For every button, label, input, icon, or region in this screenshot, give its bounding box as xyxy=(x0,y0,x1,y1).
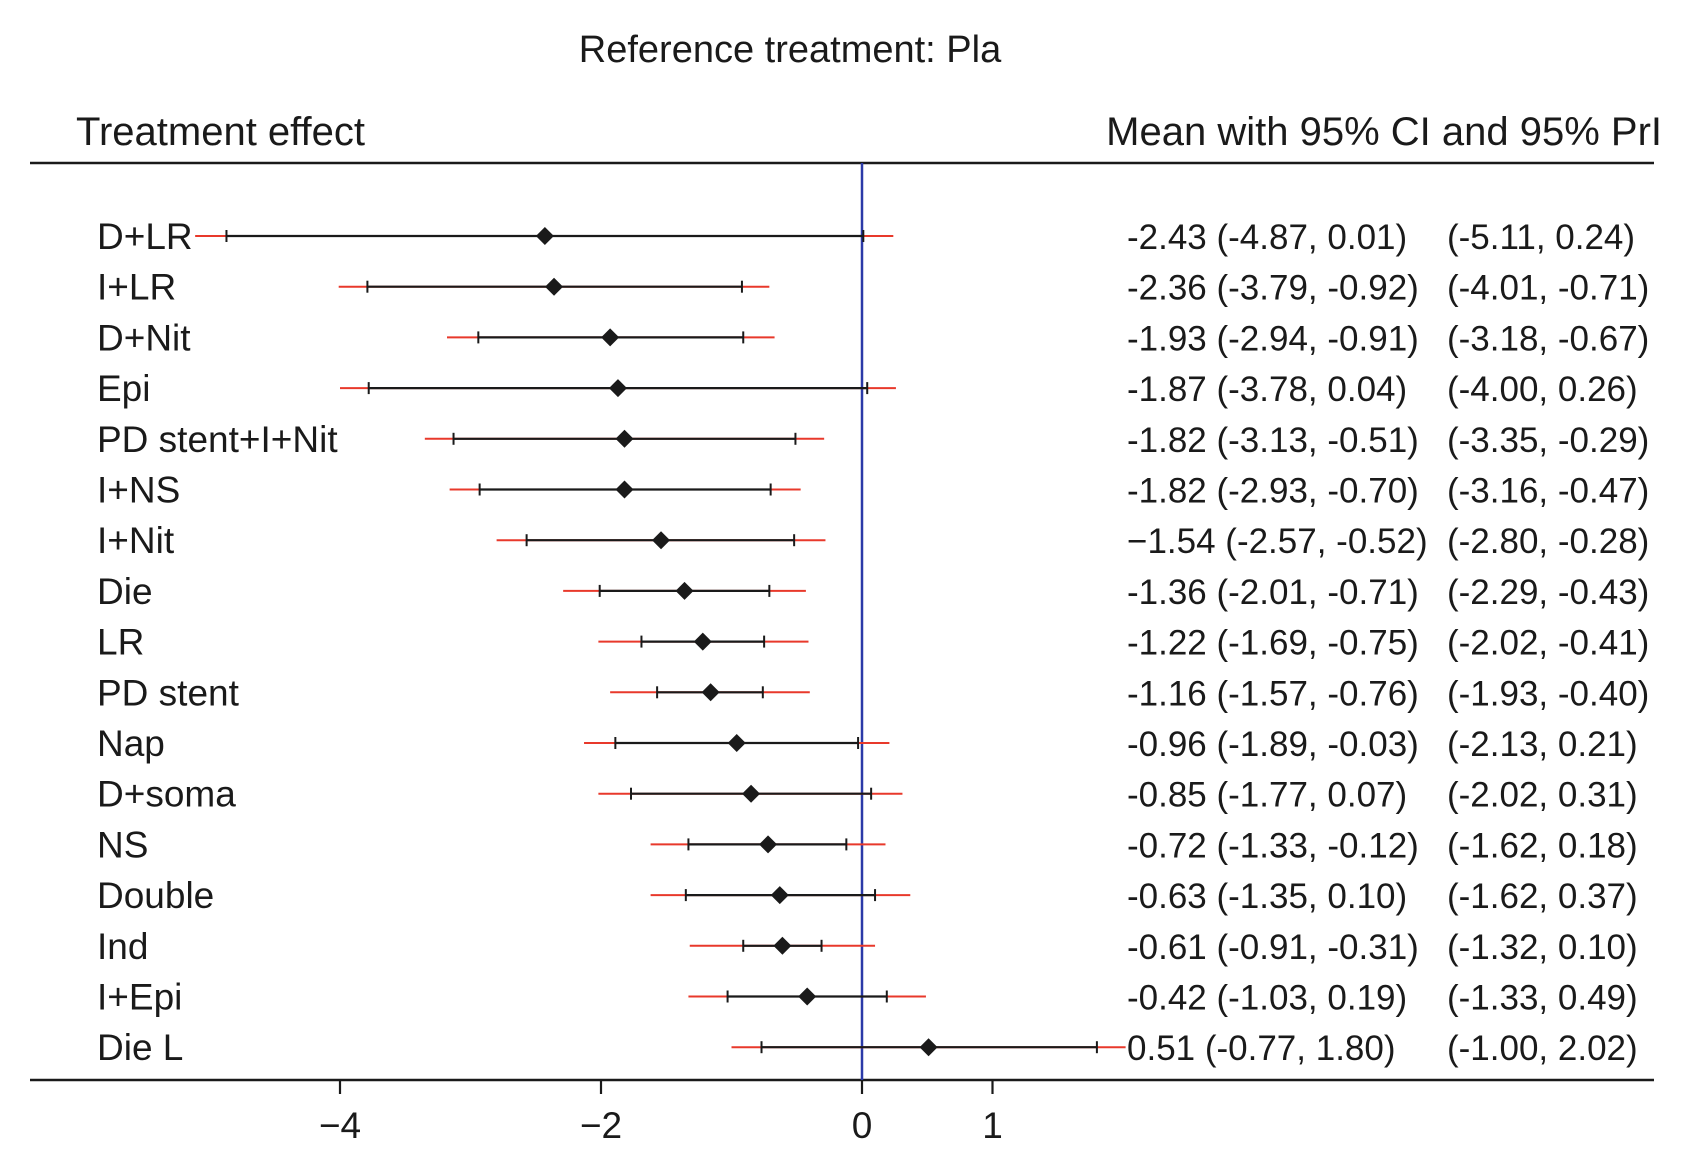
row-label: I+Epi xyxy=(97,977,182,1018)
pri-text: (-2.29, -0.43) xyxy=(1447,573,1649,612)
forest-row: NS -0.72 (-1.33, -0.12) (-1.62, 0.18) xyxy=(97,824,1638,865)
pri-text: (-2.02, 0.31) xyxy=(1447,776,1638,815)
x-tick-label: 0 xyxy=(852,1105,873,1146)
forest-row: Epi -1.87 (-3.78, 0.04) (-4.00, 0.26) xyxy=(97,368,1638,409)
pri-text: (-4.01, -0.71) xyxy=(1447,269,1649,308)
pri-text: (-1.62, 0.37) xyxy=(1447,877,1638,916)
pri-text: (-3.16, -0.47) xyxy=(1447,472,1649,511)
row-label: Die L xyxy=(97,1027,183,1068)
x-tick-label: −4 xyxy=(319,1105,361,1146)
mean-marker xyxy=(798,987,817,1006)
mean-marker xyxy=(615,429,634,448)
mean-marker xyxy=(770,886,789,905)
row-label: D+Nit xyxy=(97,317,191,358)
ci-text: -0.72 (-1.33, -0.12) xyxy=(1127,826,1419,865)
forest-row: I+LR -2.36 (-3.79, -0.92) (-4.01, -0.71) xyxy=(97,267,1649,308)
pri-text: (-1.33, 0.49) xyxy=(1447,979,1638,1018)
mean-marker xyxy=(727,734,746,752)
ci-text: -0.63 (-1.35, 0.10) xyxy=(1127,877,1407,916)
ci-text: -0.96 (-1.89, -0.03) xyxy=(1127,725,1419,764)
forest-row: I+NS -1.82 (-2.93, -0.70) (-3.16, -0.47) xyxy=(97,470,1649,511)
ci-text: -2.36 (-3.79, -0.92) xyxy=(1127,269,1419,308)
forest-row: I+Nit −1.54 (-2.57, -0.52) (-2.80, -0.28) xyxy=(97,520,1649,561)
right-column-header: Mean with 95% CI and 95% PrI xyxy=(1106,110,1662,154)
row-label: Epi xyxy=(97,368,150,409)
rows-group: D+LR -2.43 (-4.87, 0.01) (-5.11, 0.24) I+LR… xyxy=(97,163,1649,1080)
row-label: I+NS xyxy=(97,470,180,511)
row-label: Nap xyxy=(97,723,165,764)
row-label: D+LR xyxy=(97,216,193,257)
row-label: Double xyxy=(97,875,214,916)
mean-marker xyxy=(773,936,792,955)
x-tick-label: 1 xyxy=(982,1105,1003,1146)
forest-row: LR -1.22 (-1.69, -0.75) (-2.02, -0.41) xyxy=(97,622,1649,663)
left-column-header: Treatment effect xyxy=(76,110,365,154)
row-label: PD stent xyxy=(97,672,240,713)
forest-row: D+LR -2.43 (-4.87, 0.01) (-5.11, 0.24) xyxy=(97,216,1635,257)
forest-row: Ind -0.61 (-0.91, -0.31) (-1.32, 0.10) xyxy=(97,926,1638,967)
pri-text: (-3.18, -0.67) xyxy=(1447,319,1649,358)
mean-marker xyxy=(919,1038,938,1057)
ci-text: -1.22 (-1.69, -0.75) xyxy=(1127,624,1419,663)
ci-text: -2.43 (-4.87, 0.01) xyxy=(1127,218,1407,257)
forest-row: D+Nit -1.93 (-2.94, -0.91) (-3.18, -0.67) xyxy=(97,317,1649,358)
ci-text: -0.42 (-1.03, 0.19) xyxy=(1127,979,1407,1018)
row-label: NS xyxy=(97,824,148,865)
forest-row: Nap -0.96 (-1.89, -0.03) (-2.13, 0.21) xyxy=(97,723,1638,764)
ci-text: -1.87 (-3.78, 0.04) xyxy=(1127,370,1407,409)
pri-text: (-1.62, 0.18) xyxy=(1447,826,1638,865)
chart-title: Reference treatment: Pla xyxy=(579,29,1002,71)
x-tick-label: −2 xyxy=(580,1105,622,1146)
forest-row: PD stent+I+Nit -1.82 (-3.13, -0.51) (-3.35… xyxy=(97,419,1649,460)
ci-text: -1.93 (-2.94, -0.91) xyxy=(1127,319,1419,358)
ci-text: 0.51 (-0.77, 1.80) xyxy=(1127,1029,1396,1068)
pri-text: (-5.11, 0.24) xyxy=(1447,218,1635,257)
row-label: I+Nit xyxy=(97,520,175,561)
mean-marker xyxy=(615,480,634,499)
mean-marker xyxy=(742,784,761,803)
row-label: LR xyxy=(97,622,144,663)
pri-text: (-2.02, -0.41) xyxy=(1447,624,1649,663)
row-label: PD stent+I+Nit xyxy=(97,419,338,460)
ci-text: -1.36 (-2.01, -0.71) xyxy=(1127,573,1419,612)
mean-marker xyxy=(608,379,627,398)
mean-marker xyxy=(675,581,694,600)
pri-text: (-2.80, -0.28) xyxy=(1447,522,1649,561)
mean-marker xyxy=(535,227,554,245)
forest-row: Die -1.36 (-2.01, -0.71) (-2.29, -0.43) xyxy=(97,571,1649,612)
ci-text: -1.82 (-3.13, -0.51) xyxy=(1127,421,1419,460)
ci-text: -1.82 (-2.93, -0.70) xyxy=(1127,472,1419,511)
ci-text: −1.54 (-2.57, -0.52) xyxy=(1127,522,1428,561)
mean-marker xyxy=(693,632,712,651)
x-axis: −4 −2 0 1 xyxy=(319,1080,1003,1146)
mean-marker xyxy=(652,531,671,550)
row-label: D+soma xyxy=(97,774,236,815)
forest-row: I+Epi -0.42 (-1.03, 0.19) (-1.33, 0.49) xyxy=(97,977,1638,1018)
mean-marker xyxy=(701,683,720,702)
pri-text: (-2.13, 0.21) xyxy=(1447,725,1638,764)
row-label: Die xyxy=(97,571,153,612)
forest-row: Double -0.63 (-1.35, 0.10) (-1.62, 0.37) xyxy=(97,875,1638,916)
pri-text: (-1.00, 2.02) xyxy=(1447,1029,1638,1068)
mean-marker xyxy=(601,328,620,347)
pri-text: (-1.93, -0.40) xyxy=(1447,674,1649,713)
mean-marker xyxy=(759,835,778,854)
mean-marker xyxy=(545,277,564,296)
ci-text: -1.16 (-1.57, -0.76) xyxy=(1127,674,1419,713)
row-label: I+LR xyxy=(97,267,176,308)
pri-text: (-1.32, 0.10) xyxy=(1447,928,1638,967)
forest-row: Die L 0.51 (-0.77, 1.80) (-1.00, 2.02) xyxy=(97,1027,1638,1068)
ci-text: -0.61 (-0.91, -0.31) xyxy=(1127,928,1419,967)
ci-text: -0.85 (-1.77, 0.07) xyxy=(1127,776,1407,815)
pri-text: (-4.00, 0.26) xyxy=(1447,370,1638,409)
pri-text: (-3.35, -0.29) xyxy=(1447,421,1649,460)
row-label: Ind xyxy=(97,926,148,967)
forest-row: PD stent -1.16 (-1.57, -0.76) (-1.93, -0.4… xyxy=(97,672,1649,713)
forest-row: D+soma -0.85 (-1.77, 0.07) (-2.02, 0.31) xyxy=(97,774,1638,815)
